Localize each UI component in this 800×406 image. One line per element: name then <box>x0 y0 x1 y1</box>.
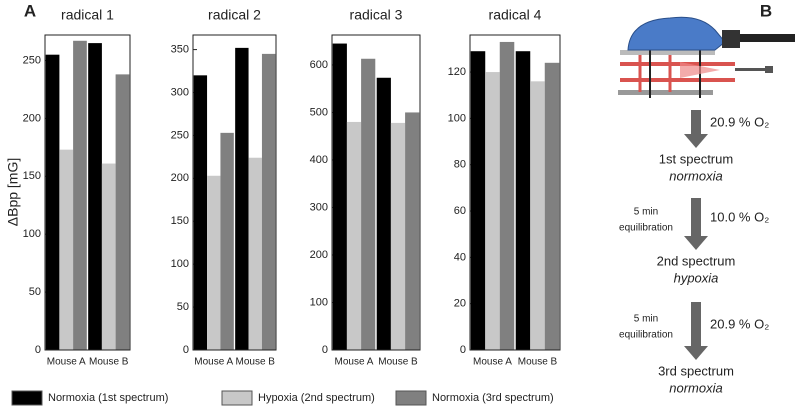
flow-arrow-label: 20.9 % O₂ <box>710 114 769 129</box>
y-tick-label: 0 <box>35 344 41 356</box>
flow-arrowhead <box>684 346 708 360</box>
bar <box>332 43 347 351</box>
bar <box>530 81 545 350</box>
y-tick-label: 200 <box>23 112 41 124</box>
flow-arrow <box>691 302 701 348</box>
flow-arrow <box>691 198 701 238</box>
plot-frame <box>469 34 561 351</box>
legend-swatch <box>395 390 427 406</box>
flow-arrowhead <box>684 134 708 148</box>
bar <box>470 51 486 351</box>
y-tick-label: 0 <box>183 344 189 356</box>
y-tick-label: 100 <box>23 228 41 240</box>
bar <box>390 122 406 350</box>
flow-step-title: 2nd spectrum <box>657 253 736 268</box>
y-tick-label: 60 <box>454 205 466 217</box>
flow-step-subtitle: normoxia <box>669 380 722 395</box>
y-tick-label: 150 <box>23 170 41 182</box>
y-tick-label: 600 <box>310 59 328 71</box>
x-tick-label: Mouse B <box>378 357 418 368</box>
mouse-setup <box>618 16 795 98</box>
y-tick-label: 100 <box>171 258 189 270</box>
y-tick-label: 100 <box>310 296 328 308</box>
flow-arrowhead <box>684 236 708 250</box>
y-tick-label: 0 <box>322 344 328 356</box>
y-tick-label: 500 <box>310 106 328 118</box>
plot-frame <box>44 34 131 351</box>
bar <box>544 62 560 350</box>
bar <box>101 163 116 350</box>
x-tick-label: Mouse A <box>47 357 86 368</box>
panel-label: B <box>760 1 772 20</box>
y-tick-label: 200 <box>310 249 328 261</box>
plot-frame <box>331 34 421 351</box>
bar <box>193 75 208 350</box>
y-tick-label: 20 <box>454 298 466 310</box>
y-axis-label: ΔBpp [mG] <box>5 158 21 226</box>
y-tick-label: 200 <box>171 172 189 184</box>
y-tick-label: 150 <box>171 215 189 227</box>
panel-label: A <box>24 1 36 20</box>
chart-title: radical 4 <box>489 7 542 23</box>
legend-label: Normoxia (1st spectrum) <box>48 392 168 404</box>
bar <box>88 43 102 350</box>
flow-step-subtitle: hypoxia <box>674 270 719 285</box>
bar <box>405 112 420 350</box>
bar <box>45 54 60 350</box>
bar <box>115 74 130 350</box>
legend-label: Hypoxia (2nd spectrum) <box>258 392 375 404</box>
y-tick-label: 300 <box>171 86 189 98</box>
bar <box>207 175 221 350</box>
chart-title: radical 3 <box>350 7 403 23</box>
bar <box>346 121 362 350</box>
flow-side-label: equilibration <box>619 330 673 341</box>
bar <box>261 53 276 350</box>
bar <box>73 40 87 351</box>
flow-arrow-label: 10.0 % O₂ <box>710 209 769 224</box>
x-tick-label: Mouse B <box>518 357 558 368</box>
legend-swatch <box>221 390 253 406</box>
bar <box>499 41 515 351</box>
flow-arrow <box>691 110 701 136</box>
x-tick-label: Mouse A <box>194 357 233 368</box>
x-tick-label: Mouse B <box>89 357 129 368</box>
y-tick-label: 50 <box>29 286 41 298</box>
y-tick-label: 120 <box>448 66 466 78</box>
x-tick-label: Mouse A <box>335 357 374 368</box>
y-tick-label: 0 <box>460 344 466 356</box>
bar <box>235 47 249 350</box>
bar <box>220 132 234 350</box>
y-tick-label: 250 <box>171 129 189 141</box>
flow-step-title: 1st spectrum <box>659 151 733 166</box>
flow-step-subtitle: normoxia <box>669 168 722 183</box>
y-tick-label: 350 <box>171 43 189 55</box>
x-tick-label: Mouse B <box>236 357 276 368</box>
flow-arrow-label: 20.9 % O₂ <box>710 316 769 331</box>
y-tick-label: 250 <box>23 54 41 66</box>
y-tick-label: 80 <box>454 159 466 171</box>
flow-step-title: 3rd spectrum <box>658 363 734 378</box>
bar <box>248 157 262 350</box>
chart-title: radical 2 <box>208 7 261 23</box>
y-tick-label: 100 <box>448 112 466 124</box>
y-tick-label: 50 <box>177 301 189 313</box>
flow-side-label: equilibration <box>619 223 673 234</box>
y-tick-label: 300 <box>310 201 328 213</box>
bar <box>515 51 531 351</box>
flow-side-label: 5 min <box>634 207 658 218</box>
x-tick-label: Mouse A <box>473 357 512 368</box>
y-tick-label: 40 <box>454 251 466 263</box>
y-tick-label: 400 <box>310 154 328 166</box>
bar <box>59 149 74 350</box>
bar <box>485 72 500 350</box>
flow-side-label: 5 min <box>634 314 658 325</box>
legend-swatch <box>11 390 43 406</box>
bar <box>361 58 376 351</box>
plot-frame <box>192 34 277 351</box>
legend-label: Normoxia (3rd spectrum) <box>432 392 554 404</box>
bar <box>376 77 391 350</box>
chart-title: radical 1 <box>61 7 114 23</box>
